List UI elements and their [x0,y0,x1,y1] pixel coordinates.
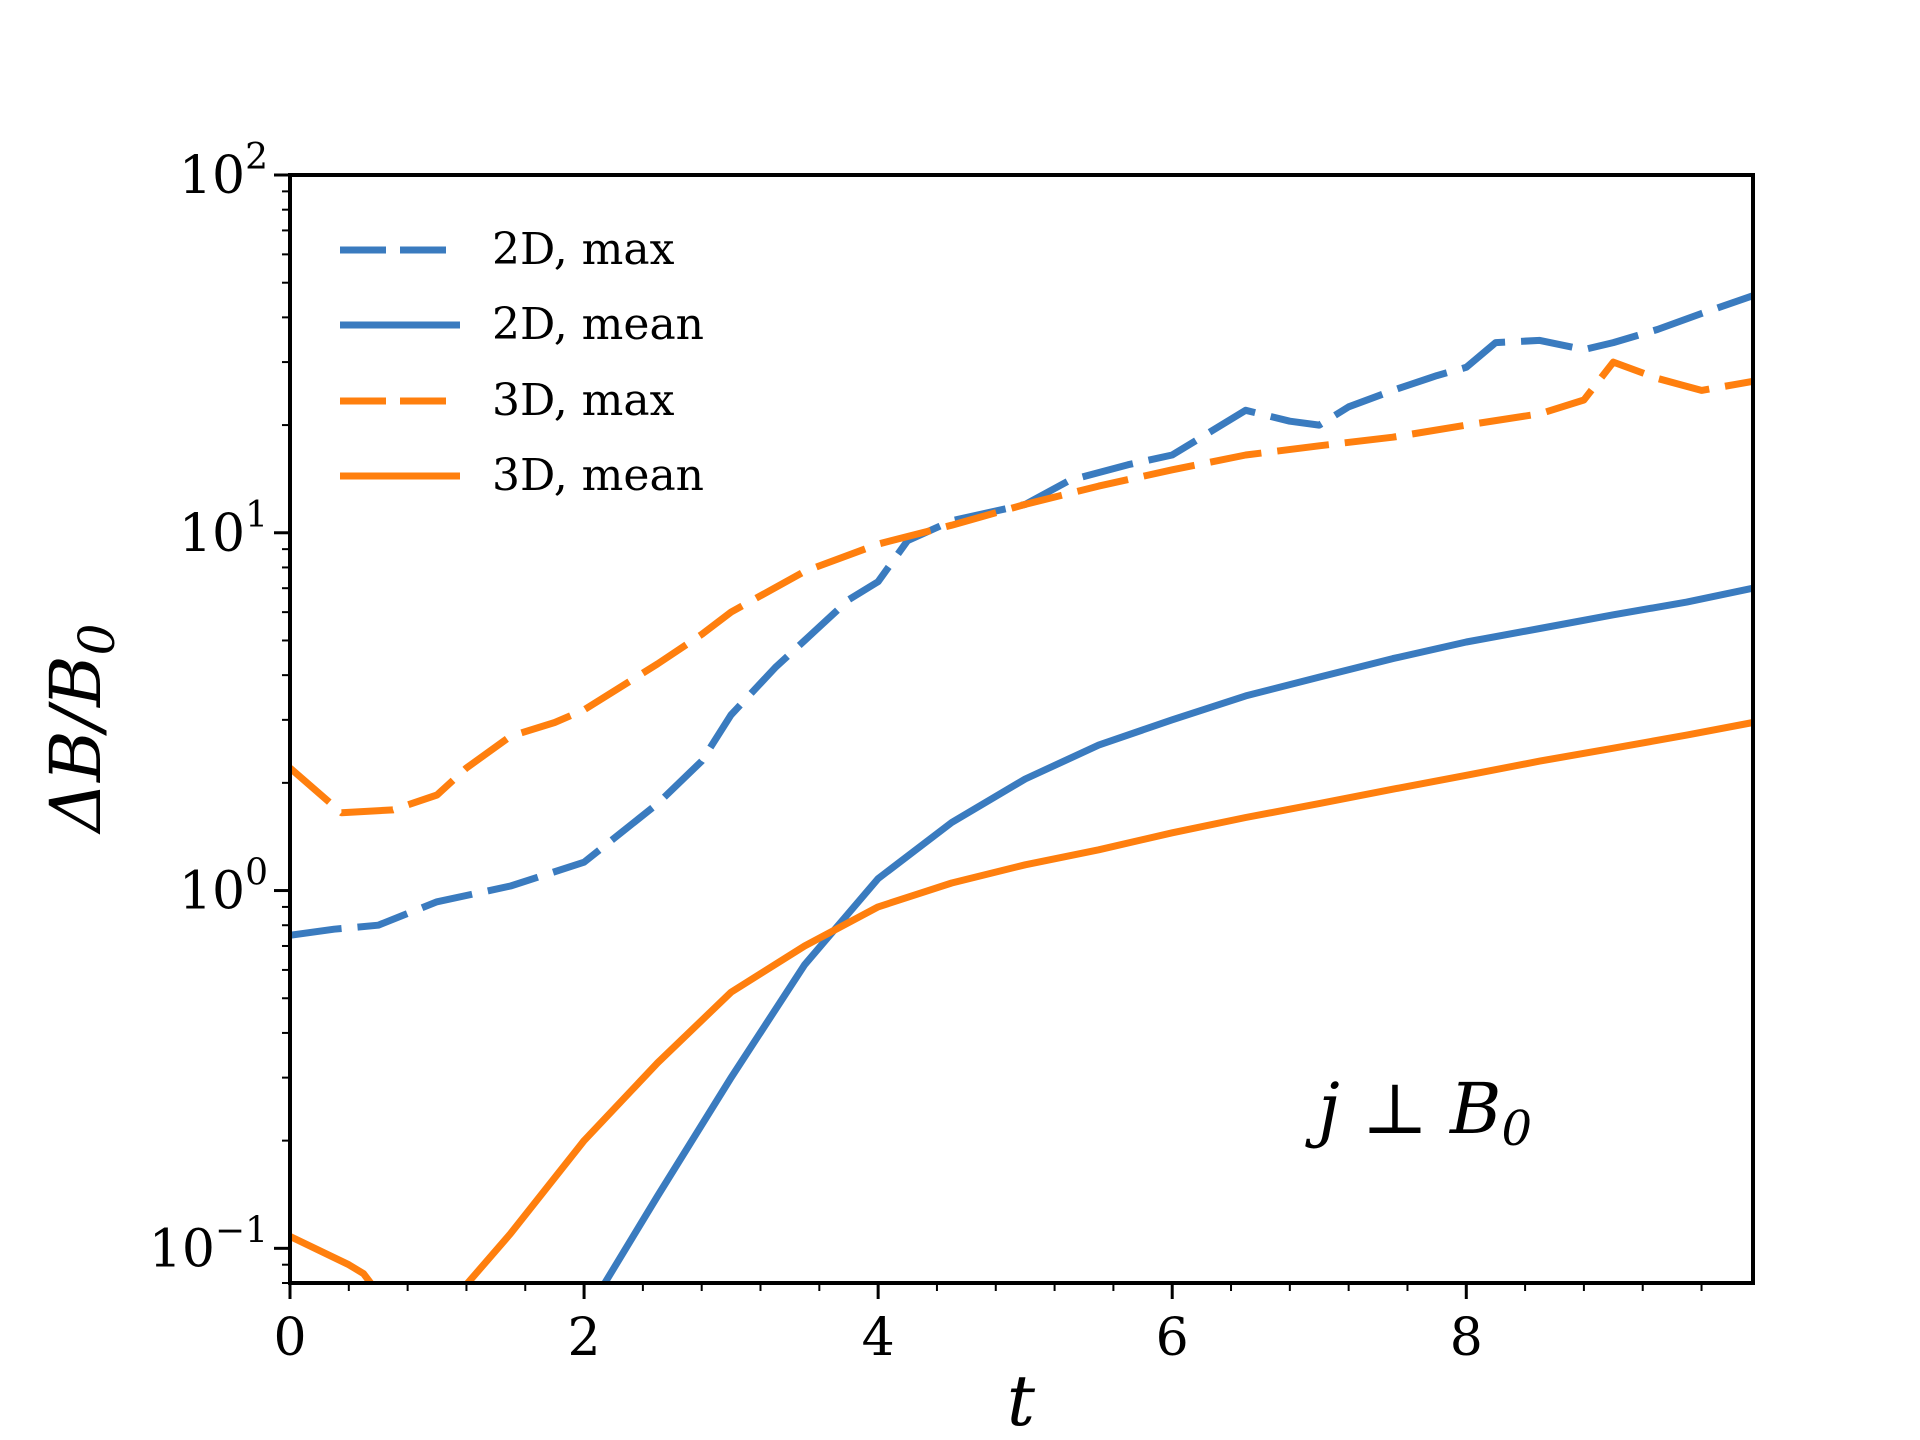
x-tick-label-4: 4 [862,1308,895,1368]
x-tick-label-8: 8 [1450,1308,1483,1368]
y-tick-label-1: 100 [179,853,268,922]
y-axis-label-subscript: 0 [68,624,126,656]
y-tick-label-10: 101 [179,495,268,564]
legend-label-3d-max: 3D, max [492,375,675,426]
legend-label-3d-mean: 3D, mean [492,450,704,501]
y-axis-label-group: ΔB/B0 [35,624,126,836]
y-axis-label: ΔB/B0 [35,624,126,836]
series-line-3d-mean [290,719,1753,1283]
y-tick-label-base: 10 [179,146,245,206]
series-layer [290,292,1753,1283]
annotation-main: j ⊥ B [1305,1068,1501,1150]
series-line-3d-max [290,358,1753,817]
y-axis-label-main: ΔB/B [35,655,117,835]
series-line-2d-max [290,292,1753,939]
y-tick-label-base: 10 [179,504,245,564]
x-tick-label-6: 6 [1156,1308,1189,1368]
y-tick-label-base: 10 [149,1219,215,1279]
x-tick-label-0: 0 [273,1308,306,1368]
x-tick-label-2: 2 [568,1308,601,1368]
annotation-subscript: 0 [1501,1101,1532,1157]
y-tick-label-exponent: 0 [245,853,268,894]
annotation-j-perp-b0: j ⊥ B0 [1305,1068,1532,1157]
legend-label-2d-max: 2D, max [492,224,675,275]
x-axis-label: t [1007,1360,1036,1440]
plot-frame [288,173,1755,1285]
y-tick-label-base: 10 [179,862,245,922]
y-tick-label-exponent: 1 [245,495,268,536]
y-tick-label-exponent: −1 [215,1210,268,1251]
y-tick-label-exponent: 2 [245,137,268,178]
legend-label-2d-mean: 2D, mean [492,299,704,350]
series-line-2d-mean [600,584,1753,1283]
legend: 2D, max 2D, mean 3D, max 3D, mean [340,224,704,501]
y-tick-label-0.1: 10−1 [149,1210,268,1279]
y-tick-label-100: 102 [179,137,268,206]
